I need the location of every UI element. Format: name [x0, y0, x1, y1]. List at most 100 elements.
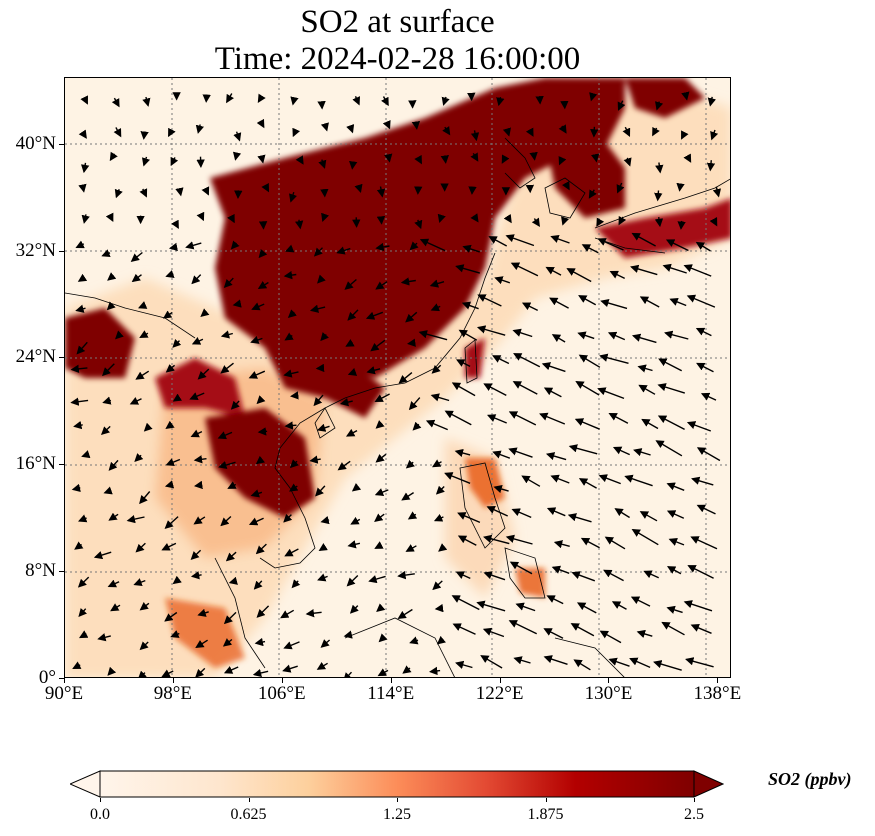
wind-arrow [666, 510, 685, 519]
wind-arrow [103, 486, 113, 495]
lon-tick-label: 122°E [475, 683, 524, 704]
wind-arrow [700, 392, 717, 401]
wind-arrow [70, 364, 88, 374]
wind-arrow [165, 420, 175, 430]
wind-arrow [633, 448, 651, 457]
lat-tick-mark [59, 251, 64, 252]
wind-arrow [412, 421, 422, 431]
wind-arrow [400, 277, 416, 286]
wind-arrow [126, 515, 145, 524]
wind-arrow [135, 542, 146, 553]
wind-arrow [161, 542, 177, 551]
wind-arrow [419, 238, 446, 252]
wind-arrow [629, 657, 651, 669]
wind-arrow [261, 182, 270, 193]
wind-arrow [567, 513, 592, 523]
wind-arrow [545, 452, 567, 461]
wind-arrow [483, 383, 507, 397]
lon-tick-label: 98°E [153, 683, 192, 704]
wind-arrow [614, 508, 630, 519]
wind-arrow [408, 397, 421, 411]
wind-arrow [220, 362, 234, 374]
wind-arrow [168, 242, 178, 251]
wind-arrow [631, 232, 656, 247]
wind-arrow [282, 664, 298, 673]
wind-arrow [458, 329, 478, 341]
wind-arrow [503, 213, 512, 224]
wind-arrow [433, 513, 444, 522]
wind-arrow [139, 641, 149, 651]
wind-arrow [347, 367, 358, 376]
colorbar-tick-mark [249, 798, 250, 802]
wind-arrow [456, 359, 471, 368]
wind-arrow [590, 126, 599, 138]
wind-arrow [431, 459, 442, 468]
wind-arrow [588, 189, 597, 199]
wind-arrow [164, 480, 175, 489]
wind-arrow [197, 368, 210, 380]
wind-arrow [488, 236, 508, 247]
wind-arrow [189, 392, 205, 401]
wind-arrow [578, 354, 601, 368]
wind-arrow [197, 608, 209, 617]
wind-arrow [320, 332, 329, 342]
wind-arrow [631, 333, 657, 344]
lat-tick-mark [59, 357, 64, 358]
wind-arrow [502, 127, 511, 137]
lat-tick-label: 24°N [15, 346, 56, 368]
wind-arrow [135, 370, 150, 380]
wind-arrow [618, 215, 627, 226]
wind-arrow [457, 512, 481, 524]
wind-arrow [337, 460, 351, 471]
wind-arrow [74, 541, 84, 550]
lat-tick-label: 0° [38, 667, 56, 688]
wind-arrow [114, 330, 124, 340]
wind-arrow [455, 571, 471, 580]
wind-arrow [217, 431, 233, 440]
wind-arrow [666, 482, 685, 491]
wind-arrow [141, 156, 151, 167]
wind-arrow [190, 549, 202, 560]
wind-arrow [470, 130, 480, 142]
wind-arrow [230, 240, 240, 250]
wind-arrow [250, 489, 263, 498]
wind-arrow [70, 397, 89, 406]
wind-arrow [374, 488, 389, 497]
wind-arrow [191, 274, 202, 285]
wind-arrow [137, 670, 147, 677]
wind-arrow [283, 513, 293, 523]
wind-arrow [501, 154, 510, 164]
wind-arrow [617, 100, 626, 111]
wind-arrow [551, 334, 566, 343]
wind-arrow [508, 411, 537, 426]
wind-arrow [162, 310, 173, 319]
wind-arrow [409, 241, 419, 251]
wind-arrow [444, 472, 471, 484]
wind-arrow [665, 239, 689, 252]
wind-arrow [320, 516, 330, 525]
wind-arrow [138, 301, 148, 309]
wind-arrow [657, 415, 685, 431]
wind-arrow [550, 235, 570, 244]
wind-arrow [134, 453, 144, 462]
map-title: SO2 at surface [300, 4, 495, 40]
wind-arrow [652, 126, 660, 137]
wind-arrow [200, 308, 210, 318]
wind-arrow [349, 160, 358, 170]
wind-arrow [384, 153, 393, 163]
wind-arrow [336, 246, 351, 255]
colorbar-extend-max [693, 770, 724, 798]
wind-arrow [317, 573, 328, 582]
wind-arrow [171, 219, 179, 230]
wind-arrow [168, 127, 176, 138]
wind-arrow [80, 95, 88, 105]
wind-arrow [515, 602, 536, 612]
wind-arrow [130, 251, 143, 262]
wind-arrow [114, 188, 123, 199]
wind-arrow [706, 160, 716, 172]
colorbar-extend-min [70, 770, 101, 798]
wind-arrow [257, 427, 268, 436]
wind-arrow [100, 425, 111, 436]
wind-arrow [658, 358, 683, 372]
wind-arrow [195, 124, 204, 134]
